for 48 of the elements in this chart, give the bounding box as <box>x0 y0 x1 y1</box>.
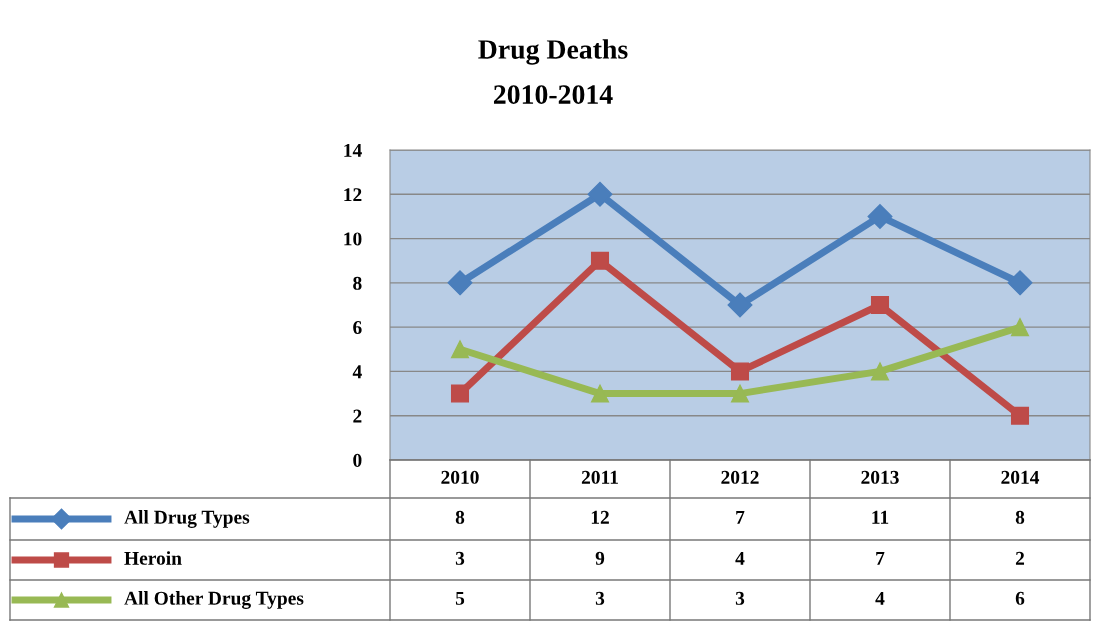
data-label: 3 <box>595 591 605 605</box>
x-tick-label: 2011 <box>581 470 618 484</box>
y-tick-label: 0 <box>353 453 362 467</box>
x-tick-label: 2010 <box>441 470 479 484</box>
x-tick-label: 2012 <box>721 470 759 484</box>
data-label: 7 <box>876 551 885 565</box>
data-label: 7 <box>736 510 745 524</box>
y-tick-label: 10 <box>344 232 362 246</box>
y-tick-label: 6 <box>353 321 362 335</box>
x-tick-label: 2013 <box>861 470 899 484</box>
chart-subtitle: 2010-2014 <box>493 85 613 104</box>
point <box>1010 318 1030 337</box>
data-label: 9 <box>595 551 605 565</box>
point <box>870 295 890 315</box>
point <box>590 251 610 270</box>
y-tick-label: 4 <box>352 365 362 379</box>
data-label: 11 <box>872 510 889 524</box>
data-label: 8 <box>1015 510 1025 524</box>
point <box>730 362 750 381</box>
y-tick-label: 14 <box>344 143 362 157</box>
data-label: 6 <box>1015 591 1025 605</box>
point <box>1007 270 1033 296</box>
point <box>450 340 470 359</box>
point <box>1010 406 1030 425</box>
point <box>870 362 890 381</box>
data-label: 4 <box>875 591 885 605</box>
data-label: 5 <box>455 591 465 605</box>
data-label: 3 <box>735 591 745 605</box>
data-label: 2 <box>1015 551 1025 565</box>
data-label: 12 <box>591 510 609 524</box>
point <box>590 384 610 403</box>
y-tick-label: 12 <box>344 188 362 202</box>
y-tick-label: 8 <box>353 276 362 290</box>
point <box>450 384 470 403</box>
legend-label: Heroin <box>124 551 182 565</box>
x-tick-label: 2014 <box>1001 470 1040 484</box>
point <box>587 181 613 207</box>
point <box>730 384 750 403</box>
legend-label: All Drug Types <box>124 510 250 528</box>
data-label: 3 <box>455 551 465 565</box>
data-label: 8 <box>455 510 465 524</box>
y-tick-label: 2 <box>353 409 362 423</box>
point <box>727 292 753 318</box>
point <box>447 270 473 296</box>
chart-title: Drug Deaths <box>478 39 628 65</box>
point <box>867 203 893 229</box>
data-label: 4 <box>735 551 745 565</box>
legend-label: All Other Drug Types <box>124 591 304 609</box>
